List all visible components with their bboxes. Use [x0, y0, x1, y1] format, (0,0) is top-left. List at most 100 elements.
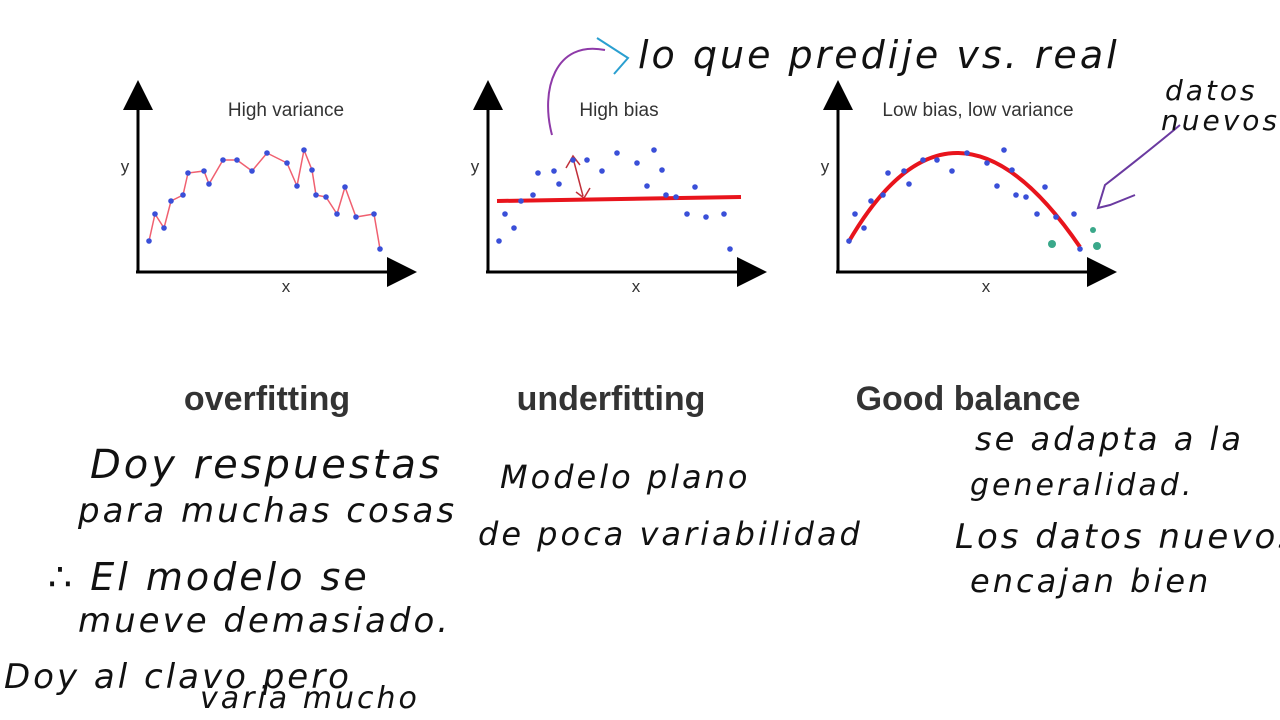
data-point — [152, 211, 158, 217]
data-point — [264, 150, 270, 156]
data-point — [599, 168, 605, 174]
handwritten-note: encajan bien — [970, 562, 1211, 600]
data-point — [644, 183, 650, 189]
data-point — [168, 198, 174, 204]
handwritten-annotation: nuevos — [1161, 104, 1280, 137]
data-point — [570, 157, 576, 163]
data-point — [852, 211, 858, 217]
data-point — [185, 170, 191, 176]
data-point — [530, 192, 536, 198]
panel-title: High bias — [579, 100, 658, 121]
data-point — [518, 198, 524, 204]
data-point — [651, 147, 657, 153]
handwritten-note: Los datos nuevos — [955, 517, 1280, 557]
data-point — [1009, 167, 1015, 173]
handwritten-note: Modelo plano — [500, 458, 751, 496]
data-point — [584, 157, 590, 163]
data-point — [721, 211, 727, 217]
data-point — [659, 167, 665, 173]
data-point — [313, 192, 319, 198]
data-point — [535, 170, 541, 176]
data-point — [868, 198, 874, 204]
data-point — [309, 167, 315, 173]
data-point — [234, 157, 240, 163]
data-point — [496, 238, 502, 244]
data-point — [294, 183, 300, 189]
data-point — [901, 168, 907, 174]
data-point — [984, 160, 990, 166]
data-point — [502, 211, 508, 217]
data-point — [684, 211, 690, 217]
data-point — [703, 214, 709, 220]
data-point — [220, 157, 226, 163]
data-point — [673, 194, 679, 200]
data-point — [180, 192, 186, 198]
handwritten-note: ∴ El modelo se — [48, 555, 370, 599]
data-point — [964, 150, 970, 156]
data-point — [556, 181, 562, 187]
data-point — [906, 181, 912, 187]
y-axis-label: y — [121, 157, 130, 176]
data-point — [634, 160, 640, 166]
fit-line — [846, 151, 1082, 249]
data-point — [511, 225, 517, 231]
data-point — [920, 157, 926, 163]
new-data-arrow — [1096, 124, 1181, 210]
data-point — [1071, 211, 1077, 217]
handwritten-note: Doy respuestas — [90, 442, 443, 488]
data-point — [614, 150, 620, 156]
data-point — [861, 225, 867, 231]
fit-line — [148, 147, 381, 250]
data-point — [846, 238, 852, 244]
data-point — [1042, 184, 1048, 190]
handwritten-note: generalidad. — [970, 468, 1194, 503]
data-point — [161, 225, 167, 231]
data-point — [334, 211, 340, 217]
data-point — [1001, 147, 1007, 153]
data-point — [1053, 214, 1059, 220]
handwritten-note: para muchas cosas — [77, 491, 457, 531]
x-axis-label: x — [632, 277, 641, 296]
x-axis-label: x — [282, 277, 291, 296]
caption: overfitting — [184, 380, 350, 418]
data-point — [949, 168, 955, 174]
data-point — [201, 168, 207, 174]
new-data-points — [1048, 227, 1101, 250]
handwritten-note: de poca variabilidad — [478, 515, 863, 553]
handwritten-note: Doy al clavo pero — [4, 657, 352, 697]
panel-title: High variance — [228, 100, 344, 121]
data-point — [880, 192, 886, 198]
y-axis-label: y — [821, 157, 830, 176]
data-point — [146, 238, 152, 244]
data-point — [663, 192, 669, 198]
fit-line — [496, 195, 742, 203]
data-point — [1077, 246, 1083, 252]
x-axis-label: x — [982, 277, 991, 296]
data-point — [323, 194, 329, 200]
data-point — [727, 246, 733, 252]
data-point — [342, 184, 348, 190]
data-point — [353, 214, 359, 220]
data-point — [284, 160, 290, 166]
handwritten-note: se adapta a la — [975, 420, 1244, 458]
data-point — [371, 211, 377, 217]
handwritten-annotation: datos — [1165, 74, 1258, 107]
data-point — [377, 246, 383, 252]
data-point — [994, 183, 1000, 189]
data-point — [885, 170, 891, 176]
data-point — [551, 168, 557, 174]
y-axis-label: y — [471, 157, 480, 176]
handwritten-note: varia mucho — [200, 681, 420, 716]
panel-title: Low bias, low variance — [882, 100, 1073, 121]
caption: underfitting — [517, 380, 706, 418]
data-point — [249, 168, 255, 174]
data-point — [301, 147, 307, 153]
data-point — [692, 184, 698, 190]
handwritten-note: mueve demasiado. — [78, 601, 451, 641]
caption: Good balance — [856, 380, 1081, 418]
data-point — [1023, 194, 1029, 200]
prediction-arrow-head — [596, 37, 630, 75]
handwritten-annotation: lo que predije vs. real — [638, 33, 1120, 77]
data-point — [1034, 211, 1040, 217]
